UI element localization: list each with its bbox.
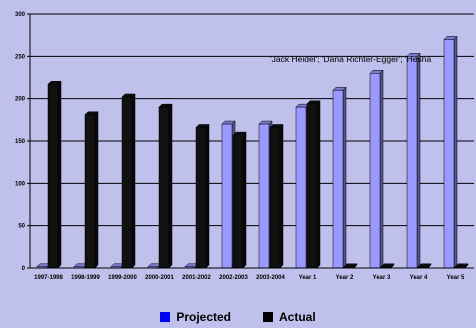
legend-item-projected: Projected: [160, 310, 231, 324]
gridlines: [30, 13, 474, 227]
axes: [27, 13, 474, 269]
x-category-label: 2003-2004: [256, 275, 285, 281]
x-category-label: 1998-1999: [71, 275, 100, 281]
y-tick-label: 150: [15, 139, 26, 145]
bar-projected: [443, 35, 458, 269]
x-category-label: 2001-2002: [182, 275, 211, 281]
bar-actual: [195, 123, 210, 269]
legend-item-actual: Actual: [263, 310, 316, 324]
chart-annotation: 'Jack Heidel'; 'Dana Richter-Egger'; 'He…: [270, 54, 431, 64]
x-category-label: 2000-2001: [145, 275, 174, 281]
x-category-label: Year 3: [373, 275, 391, 281]
y-tick-label: 100: [15, 181, 26, 187]
bar-actual: [417, 263, 432, 269]
bar-actual: [84, 111, 99, 269]
legend-swatch-actual: [263, 312, 273, 322]
x-category-label: 1997-1998: [34, 275, 63, 281]
x-category-label: Year 1: [299, 275, 317, 281]
bar-projected: [332, 86, 347, 269]
y-tick-labels: 0 50 100 150 200 250 300: [15, 12, 26, 272]
bar-projected: [369, 69, 384, 269]
y-tick-label: 250: [15, 54, 26, 60]
bar-actual: [306, 100, 321, 269]
bar-actual: [121, 93, 136, 269]
x-category-labels: 1997-1998 1998-1999 1999-2000 2000-2001 2001…: [34, 275, 465, 281]
legend: Projected Actual: [0, 310, 476, 324]
y-tick-label: 200: [15, 97, 26, 103]
bar-projected: [406, 52, 421, 269]
x-category-label: 2002-2003: [219, 275, 248, 281]
x-category-label: Year 4: [410, 275, 428, 281]
bar-actual: [232, 131, 247, 269]
legend-label-actual: Actual: [279, 310, 316, 324]
x-category-label: 1999-2000: [108, 275, 137, 281]
x-category-label: Year 2: [336, 275, 354, 281]
y-tick-label: 0: [22, 266, 26, 272]
y-tick-label: 50: [18, 224, 25, 230]
y-tick-label: 300: [15, 12, 26, 18]
x-category-label: Year 5: [447, 275, 465, 281]
bar-actual: [269, 123, 284, 269]
legend-label-projected: Projected: [176, 310, 231, 324]
legend-swatch-projected: [160, 312, 171, 322]
bar-actual: [47, 80, 62, 269]
bar-actual: [158, 103, 173, 269]
bars: [36, 35, 469, 269]
